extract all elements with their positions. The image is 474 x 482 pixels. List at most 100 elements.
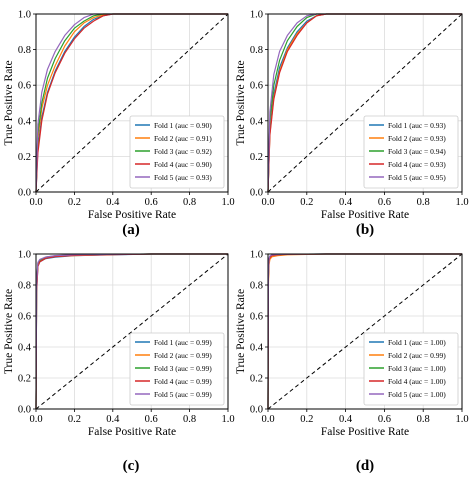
y-tick-label: 0.0: [18, 405, 31, 416]
panel-label: (b): [356, 222, 374, 238]
x-tick-label: 0.2: [68, 414, 81, 425]
legend-entry: Fold 2 (auc = 0.93): [388, 134, 446, 143]
y-tick-label: 1.0: [18, 10, 31, 21]
y-tick-label: 0.6: [250, 312, 263, 323]
x-axis-label: False Positive Rate: [88, 426, 176, 438]
x-tick-label: 0.4: [339, 414, 353, 425]
y-tick-label: 0.8: [18, 281, 31, 292]
roc-curve-fold-3: [35, 13, 228, 193]
legend-entry: Fold 4 (auc = 0.90): [154, 160, 212, 169]
legend-box: [129, 332, 225, 406]
legend-entry: Fold 5 (auc = 0.95): [388, 173, 446, 182]
roc-curve-fold-4: [267, 13, 462, 193]
x-tick-label: 0.0: [261, 414, 274, 425]
legend-entry: Fold 1 (auc = 0.99): [154, 338, 212, 347]
legend: Fold 1 (auc = 1.00) Fold 2 (auc = 0.99) Fo…: [363, 332, 459, 406]
x-tick-label: 0.2: [300, 197, 313, 208]
legend-entry: Fold 4 (auc = 0.99): [154, 377, 212, 386]
y-tick-label: 0.6: [18, 312, 31, 323]
legend-box: [363, 332, 459, 406]
x-tick-label: 0.0: [29, 414, 42, 425]
legend-entry: Fold 1 (auc = 1.00): [388, 338, 446, 347]
legend: Fold 1 (auc = 0.93) Fold 2 (auc = 0.93) Fo…: [363, 115, 459, 189]
y-tick-label: 0.0: [18, 188, 31, 199]
x-tick-label: 0.4: [339, 197, 353, 208]
x-tick-label: 0.6: [378, 197, 391, 208]
y-tick-label: 0.6: [18, 81, 31, 92]
x-tick-label: 0.0: [29, 197, 42, 208]
y-tick-label: 1.0: [250, 250, 263, 261]
y-tick-label: 0.2: [250, 374, 263, 385]
legend-box: [129, 115, 225, 189]
chance-line: [35, 253, 229, 410]
legend-entry: Fold 1 (auc = 0.93): [388, 121, 446, 130]
y-axis-label: True Positive Rate: [235, 289, 247, 374]
roc-panel-4: 0.0 0.2 0.4 0.6 0.8 1.0 0.0 0.2 0.4 0.6 0.8 1.0 Fals…: [235, 250, 469, 475]
x-tick-label: 0.8: [417, 414, 430, 425]
y-tick-label: 0.0: [250, 188, 263, 199]
y-tick-label: 0.4: [250, 343, 264, 354]
y-tick-label: 0.8: [250, 281, 263, 292]
legend-entry: Fold 3 (auc = 0.94): [388, 147, 446, 156]
y-tick-label: 0.2: [18, 152, 31, 163]
x-tick-label: 1.0: [221, 197, 234, 208]
x-tick-label: 0.2: [300, 414, 313, 425]
x-axis-label: False Positive Rate: [321, 426, 409, 438]
x-tick-label: 0.2: [68, 197, 81, 208]
x-tick-label: 1.0: [455, 414, 468, 425]
x-tick-label: 0.6: [145, 197, 158, 208]
y-axis-label: True Positive Rate: [3, 60, 15, 145]
legend-entry: Fold 3 (auc = 0.92): [154, 147, 212, 156]
y-tick-label: 0.4: [250, 116, 264, 127]
roc-curve-fold-5: [267, 13, 462, 193]
y-tick-label: 0.8: [250, 45, 263, 56]
legend-entry: Fold 3 (auc = 0.99): [154, 364, 212, 373]
legend-entry: Fold 2 (auc = 0.99): [154, 351, 212, 360]
chance-line: [267, 253, 463, 410]
y-tick-label: 1.0: [250, 10, 263, 21]
roc-panel-2: 0.0 0.2 0.4 0.6 0.8 1.0 0.0 0.2 0.4 0.6 0.8 1.0 Fals…: [235, 10, 469, 239]
x-tick-label: 0.0: [261, 197, 274, 208]
y-tick-label: 0.0: [250, 405, 263, 416]
y-tick-label: 0.6: [250, 81, 263, 92]
x-tick-label: 0.4: [106, 197, 120, 208]
y-tick-label: 0.2: [250, 152, 263, 163]
legend-entry: Fold 5 (auc = 0.93): [154, 173, 212, 182]
plot-frame: [267, 13, 463, 193]
roc-curve-fold-5: [35, 13, 228, 193]
panel-label: (c): [123, 458, 140, 474]
legend-entry: Fold 1 (auc = 0.90): [154, 121, 212, 130]
roc-curve-fold-2: [35, 13, 228, 193]
x-tick-label: 0.8: [183, 197, 196, 208]
y-tick-label: 0.4: [18, 343, 32, 354]
x-tick-label: 0.8: [183, 414, 196, 425]
x-axis-label: False Positive Rate: [88, 209, 176, 221]
x-tick-label: 0.6: [378, 414, 391, 425]
legend-entry: Fold 4 (auc = 1.00): [388, 377, 446, 386]
panel-label: (a): [122, 222, 140, 238]
plot-frame: [267, 253, 463, 410]
legend-entry: Fold 5 (auc = 0.99): [154, 390, 212, 399]
plot-frame: [35, 13, 229, 193]
roc-panel-3: 0.0 0.2 0.4 0.6 0.8 1.0 0.0 0.2 0.4 0.6 0.8 1.0 Fals…: [3, 250, 235, 475]
x-tick-label: 1.0: [455, 197, 468, 208]
x-tick-label: 0.6: [145, 414, 158, 425]
y-axis-label: True Positive Rate: [3, 289, 15, 374]
x-axis-label: False Positive Rate: [321, 209, 409, 221]
chance-line: [35, 13, 229, 193]
x-tick-label: 0.8: [417, 197, 430, 208]
chance-line: [267, 13, 463, 193]
legend: Fold 1 (auc = 0.90) Fold 2 (auc = 0.91) Fo…: [129, 115, 225, 189]
legend-entry: Fold 2 (auc = 0.91): [154, 134, 212, 143]
y-tick-label: 1.0: [18, 250, 31, 261]
plot-frame: [35, 253, 229, 410]
legend-entry: Fold 4 (auc = 0.93): [388, 160, 446, 169]
y-tick-label: 0.2: [18, 374, 31, 385]
roc-panel-1: 0.0 0.2 0.4 0.6 0.8 1.0 0.0 0.2 0.4 0.6 0.8 1.0 Fals…: [3, 10, 235, 239]
legend-entry: Fold 2 (auc = 0.99): [388, 351, 446, 360]
y-axis-label: True Positive Rate: [235, 60, 247, 145]
legend: Fold 1 (auc = 0.99) Fold 2 (auc = 0.99) Fo…: [129, 332, 225, 406]
x-tick-label: 0.4: [106, 414, 120, 425]
legend-entry: Fold 5 (auc = 1.00): [388, 390, 446, 399]
